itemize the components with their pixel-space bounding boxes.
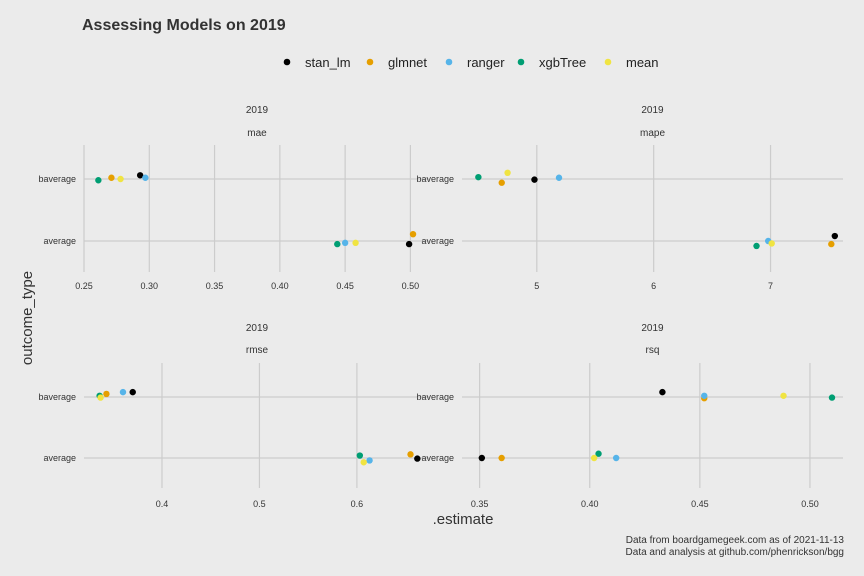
y-tick-label-baverage: baverage: [416, 392, 454, 402]
point-mae-average-mean: [352, 239, 359, 247]
point-mape-baverage-ranger: [555, 174, 563, 181]
point-rmse-average-glmnet: [407, 451, 414, 458]
point-rmse-average-stan_lm: [414, 455, 421, 462]
y-tick-label-average: average: [421, 453, 454, 463]
x-tick-label: 0.40: [271, 281, 289, 291]
y-tick-label-baverage: baverage: [38, 392, 76, 402]
y-axis-title: outcome_type: [19, 271, 36, 365]
point-mape-baverage-mean: [504, 169, 511, 176]
x-tick-label: 0.35: [471, 499, 489, 509]
legend-label-ranger: ranger: [467, 55, 505, 70]
point-mae-baverage-ranger: [142, 174, 149, 181]
x-tick-label: 0.35: [206, 281, 224, 291]
legend: stan_lm glmnet ranger xgbTree mean: [283, 55, 659, 70]
strip-year-rmse: 2019: [246, 323, 269, 334]
point-mape-baverage-glmnet: [498, 179, 505, 186]
point-mae-baverage-mean: [117, 175, 124, 183]
panel-mae: 2019 mae 0.25 0.30 0.35 0.40 0.45 0.50 baverage a…: [38, 105, 430, 291]
point-mape-average-mean: [768, 240, 775, 247]
x-tick-label: 0.5: [253, 499, 266, 509]
point-rmse-average-xgbTree: [356, 452, 364, 459]
point-mape-baverage-stan_lm: [531, 176, 538, 183]
strip-metric-rmse: rmse: [246, 345, 269, 356]
point-rmse-average-ranger: [366, 457, 373, 464]
legend-key-glmnet: [366, 58, 374, 66]
x-tick-label: 0.4: [156, 499, 169, 509]
point-rsq-baverage-xgbTree: [828, 394, 836, 401]
x-axis-title: .estimate: [433, 511, 494, 528]
legend-key-ranger: [445, 58, 453, 66]
legend-key-mean: [604, 58, 612, 66]
point-mae-average-xgbTree: [334, 240, 341, 248]
strip-year-mape: 2019: [641, 105, 664, 116]
strip-metric-mape: mape: [640, 128, 665, 139]
panel-rmse: 2019 rmse 0.4 0.5 0.6 baverage average: [38, 323, 430, 509]
point-mape-average-stan_lm: [831, 232, 839, 240]
caption-line-1: Data from boardgamegeek.com as of 2021-1…: [626, 535, 845, 546]
panel-rsq: 2019 rsq 0.35 0.40 0.45 0.50 baverage average: [416, 323, 843, 509]
point-mae-baverage-stan_lm: [136, 172, 144, 179]
point-mae-baverage-glmnet: [108, 174, 115, 181]
strip-year-rsq: 2019: [641, 323, 664, 334]
y-tick-label-average: average: [421, 236, 454, 246]
point-mape-baverage-xgbTree: [475, 173, 482, 181]
point-rsq-average-xgbTree: [595, 450, 602, 457]
chart-title: Assessing Models on 2019: [82, 17, 286, 34]
point-rsq-average-glmnet: [498, 454, 505, 462]
legend-label-xgbTree: xgbTree: [539, 55, 586, 70]
point-mape-average-xgbTree: [753, 242, 760, 250]
strip-metric-mae: mae: [247, 128, 267, 139]
panel-mape: 2019 mape 5 6 7 baverage average: [416, 105, 843, 291]
legend-label-stan_lm: stan_lm: [305, 55, 351, 70]
x-tick-label: 0.30: [141, 281, 159, 291]
point-rmse-baverage-ranger: [119, 388, 127, 396]
point-mae-average-glmnet: [409, 230, 417, 238]
x-tick-label: 0.45: [691, 499, 709, 509]
strip-metric-rsq: rsq: [646, 345, 660, 356]
legend-key-stan_lm: [283, 58, 291, 66]
point-mape-average-glmnet: [828, 240, 835, 248]
strip-year-mae: 2019: [246, 105, 269, 116]
point-rmse-average-mean: [360, 459, 367, 466]
point-rmse-baverage-stan_lm: [129, 388, 136, 396]
legend-label-glmnet: glmnet: [388, 55, 427, 70]
point-mae-average-ranger: [341, 239, 349, 247]
point-rsq-baverage-mean: [780, 392, 787, 399]
point-rsq-baverage-ranger: [701, 392, 708, 399]
x-tick-label: 0.50: [801, 499, 819, 509]
point-rmse-baverage-glmnet: [103, 390, 110, 398]
y-tick-label-average: average: [43, 453, 76, 463]
y-tick-label-baverage: baverage: [38, 174, 76, 184]
point-mae-average-stan_lm: [405, 240, 413, 248]
point-rsq-average-mean: [590, 454, 598, 462]
legend-label-mean: mean: [626, 55, 659, 70]
y-tick-label-baverage: baverage: [416, 174, 454, 184]
y-tick-label-average: average: [43, 236, 76, 246]
point-mae-baverage-xgbTree: [95, 177, 102, 184]
point-rmse-baverage-mean: [97, 394, 104, 401]
point-rsq-average-stan_lm: [478, 454, 486, 462]
x-tick-label: 0.6: [351, 499, 364, 509]
x-tick-label: 0.40: [581, 499, 599, 509]
x-tick-label: 7: [768, 281, 773, 291]
caption-line-2: Data and analysis at github.com/phenrick…: [626, 547, 844, 558]
legend-key-xgbTree: [517, 58, 525, 66]
point-rsq-average-ranger: [612, 454, 620, 462]
x-tick-label: 0.45: [336, 281, 354, 291]
x-tick-label: 5: [534, 281, 539, 291]
point-rsq-baverage-stan_lm: [659, 388, 666, 396]
x-tick-label: 6: [651, 281, 656, 291]
x-tick-label: 0.50: [402, 281, 420, 291]
x-tick-label: 0.25: [75, 281, 93, 291]
